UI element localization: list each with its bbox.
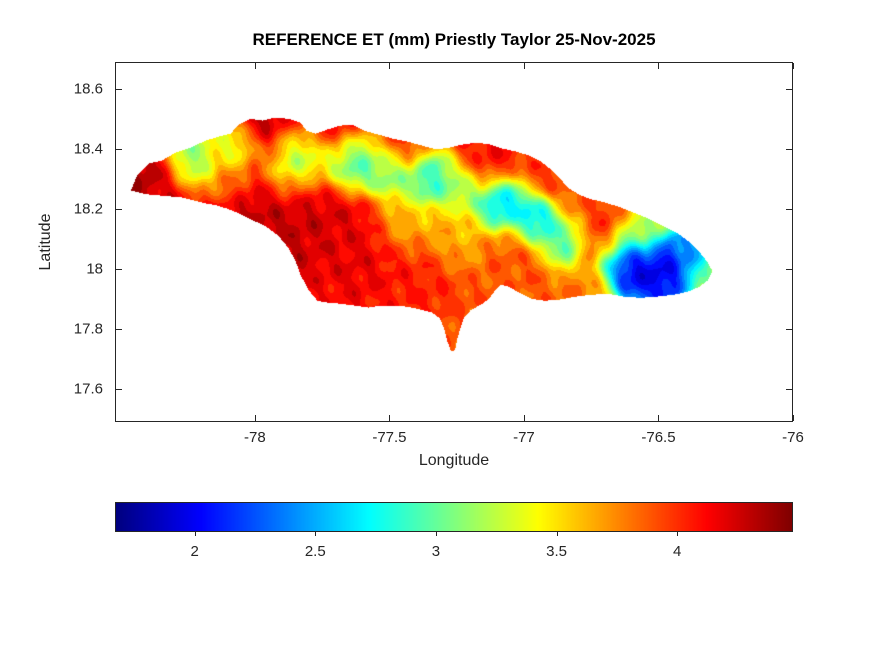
y-tick-mark bbox=[116, 269, 122, 270]
y-tick-mark bbox=[116, 89, 122, 90]
y-tick-mark bbox=[786, 149, 792, 150]
jamaica-et-contour-map-canvas bbox=[116, 63, 792, 421]
colorbar-tick-mark bbox=[556, 532, 558, 536]
y-tick-mark bbox=[116, 329, 122, 330]
x-tick-mark bbox=[254, 415, 256, 421]
y-tick-label: 17.8 bbox=[73, 320, 103, 338]
colorbar-tick-label: 2.5 bbox=[304, 543, 326, 560]
x-tick-mark bbox=[793, 415, 794, 421]
y-tick-mark bbox=[786, 269, 792, 270]
x-axis-label: Longitude bbox=[418, 452, 490, 469]
x-tick-mark bbox=[658, 63, 660, 69]
colorbar-tick-mark bbox=[194, 532, 196, 536]
x-tick-mark bbox=[389, 63, 391, 69]
colorbar-tick-mark bbox=[315, 532, 317, 536]
y-tick-label: 18.2 bbox=[73, 200, 103, 218]
y-tick-mark bbox=[116, 209, 122, 210]
x-tick-mark bbox=[793, 63, 794, 69]
x-tick-label: -76 bbox=[782, 429, 804, 446]
chart-title: REFERENCE ET (mm) Priestly Taylor 25-Nov… bbox=[252, 30, 656, 49]
colorbar bbox=[115, 502, 793, 532]
colorbar-gradient-canvas bbox=[116, 503, 792, 531]
x-tick-label: -76.5 bbox=[641, 429, 676, 446]
y-tick-mark bbox=[116, 149, 122, 150]
x-tick-mark bbox=[658, 415, 660, 421]
colorbar-tick-label: 4 bbox=[673, 543, 682, 560]
y-tick-mark bbox=[786, 89, 792, 90]
x-tick-mark bbox=[389, 415, 391, 421]
y-tick-label: 17.6 bbox=[73, 380, 103, 398]
y-tick-mark bbox=[116, 389, 122, 390]
colorbar-tick-mark bbox=[435, 532, 437, 536]
y-tick-label: 18.6 bbox=[73, 80, 103, 98]
plot-area bbox=[115, 62, 793, 422]
y-tick-mark bbox=[786, 329, 792, 330]
colorbar-tick-label: 3.5 bbox=[546, 543, 567, 560]
colorbar-tick-mark bbox=[677, 532, 679, 536]
y-tick-mark bbox=[786, 389, 792, 390]
x-tick-label: -77.5 bbox=[372, 429, 407, 446]
y-axis-label: Latitude bbox=[37, 213, 54, 271]
x-tick-label: -78 bbox=[244, 429, 266, 446]
x-tick-label: -77 bbox=[513, 429, 535, 446]
colorbar-tick-label: 2 bbox=[190, 543, 199, 560]
y-tick-label: 18.4 bbox=[73, 140, 103, 158]
x-tick-mark bbox=[254, 63, 256, 69]
colorbar-tick-label: 3 bbox=[431, 543, 441, 560]
x-tick-mark bbox=[523, 63, 525, 69]
x-tick-mark bbox=[523, 415, 525, 421]
y-tick-label: 18 bbox=[86, 260, 103, 278]
y-tick-mark bbox=[786, 209, 792, 210]
